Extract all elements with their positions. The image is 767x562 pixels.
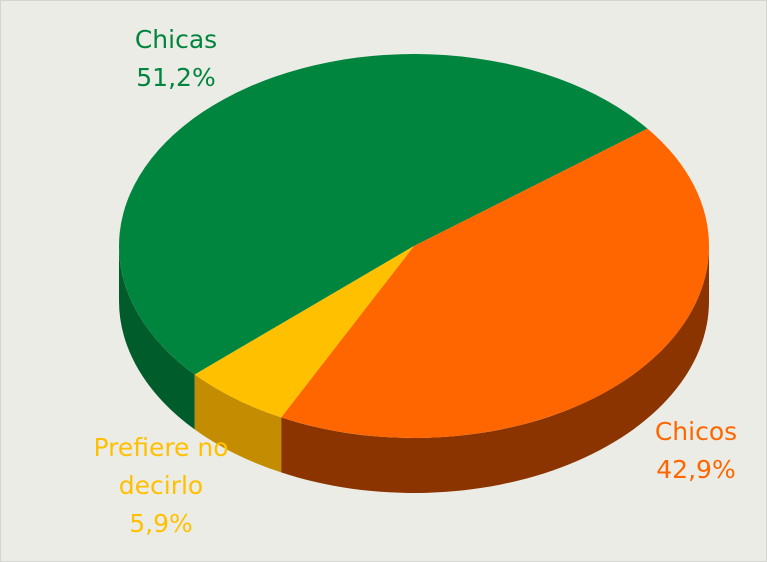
value-label: 51,2%	[136, 63, 216, 92]
slice-side	[119, 246, 195, 430]
value-label: 5,9%	[129, 509, 193, 538]
category-label: Prefiere no decirlo	[93, 433, 229, 500]
slice	[194, 246, 414, 418]
data-label: Chicos 42,9%	[626, 413, 766, 489]
slice-side	[194, 374, 282, 473]
slice	[118, 53, 648, 375]
slice	[281, 128, 709, 439]
data-label: Prefiere no decirlo 5,9%	[66, 429, 256, 543]
data-label: Chicas 51,2%	[106, 21, 246, 97]
value-label: 42,9%	[656, 455, 736, 484]
category-label: Chicas	[134, 25, 218, 54]
category-label: Chicos	[654, 417, 738, 446]
slice-side	[281, 246, 709, 493]
